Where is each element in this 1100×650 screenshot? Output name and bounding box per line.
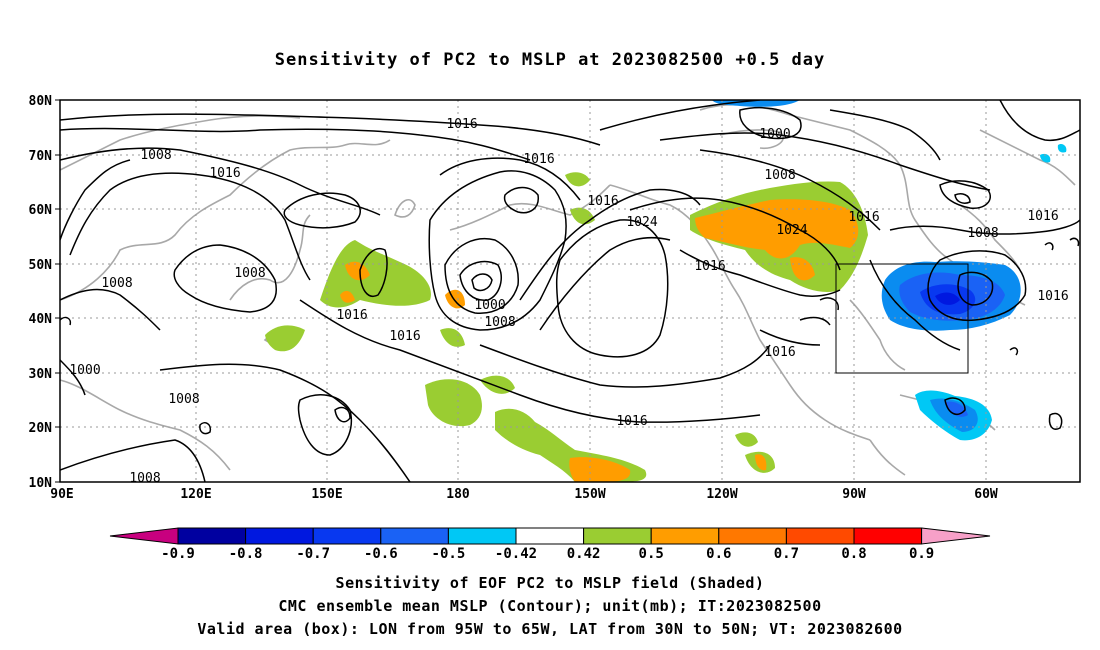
contour-label: 1008 [967,226,998,241]
longitude-labels: 90E 120E 150E 180 150W 120W 90W 60W [50,487,998,502]
lat-label: 40N [29,312,53,327]
colorbar-tick-label: -0.5 [432,546,466,562]
lon-label: 120W [706,487,737,502]
lon-label: 60W [974,487,998,502]
colorbar-tick-label: 0.9 [909,546,934,562]
graticule [60,100,1080,482]
contour-label: 1016 [1027,209,1058,224]
contour-label: 1024 [626,215,657,230]
lat-label: 70N [29,149,53,164]
contour-label: 1000 [759,127,790,142]
contour-label: 1008 [129,471,160,486]
lat-label: 20N [29,421,53,436]
caption-line-3: Valid area (box): LON from 95W to 65W, L… [197,620,903,638]
contour-label: 1008 [234,266,265,281]
lon-label: 90E [50,487,73,502]
map-plot-area: 1016 1008 1016 1008 1016 1008 1016 1016 … [60,100,1080,486]
colorbar-segment [650,527,720,545]
lat-label: 10N [29,476,53,491]
lat-label: 60N [29,203,53,218]
contour-label: 1016 [209,166,240,181]
contour-label: 1000 [69,363,100,378]
colorbar-tick-label: -0.7 [296,546,330,562]
valid-area-box [835,263,969,374]
colorbar-segment [515,527,585,545]
colorbar-segment [583,527,652,545]
contour-label: 1016 [764,345,795,360]
lon-label: 90W [842,487,866,502]
caption-line-2: CMC ensemble mean MSLP (Contour); unit(m… [278,597,822,615]
colorbar-low-arrow [109,527,179,545]
lat-label: 80N [29,94,53,109]
lat-label: 30N [29,367,53,382]
contour-label: 1016 [694,259,725,274]
colorbar-segment [785,527,855,545]
colorbar-tick-label: 0.6 [706,546,731,562]
colorbar-segment [853,527,923,545]
colorbar-ticks: -0.9 -0.8 -0.7 -0.6 -0.5 -0.42 0.42 0.5 … [161,546,934,562]
contour-label: 1016 [446,117,477,132]
contour-label: 1008 [764,168,795,183]
colorbar-tick-label: -0.42 [495,546,537,562]
colorbar-segment [245,527,314,545]
colorbar-tick-label: 0.5 [639,546,664,562]
axis-ticks [55,99,60,483]
colorbar-tick-label: 0.42 [567,546,601,562]
caption-line-1: Sensitivity of EOF PC2 to MSLP field (Sh… [335,574,765,592]
contour-label: 1008 [140,148,171,163]
page-title: Sensitivity of PC2 to MSLP at 2023082500… [274,50,826,70]
colorbar-segment [718,527,787,545]
mslp-contours [60,100,1080,482]
negative-sensitivity-shading [712,100,1067,441]
colorbar-segment [447,527,517,545]
contour-label: 1024 [776,223,807,238]
contour-label: 1016 [389,329,420,344]
lon-label: 180 [446,487,470,502]
colorbar-segment [380,527,449,545]
colorbar-tick-label: -0.9 [161,546,195,562]
contour-label: 1008 [168,392,199,407]
contour-label: 1016 [616,414,647,429]
contour-label: 1000 [474,298,505,313]
colorbar-tick-label: 0.8 [841,546,866,562]
latitude-labels: 80N 70N 60N 50N 40N 30N 20N 10N [29,94,53,491]
colorbar-high-arrow [921,527,991,545]
lat-label: 50N [29,258,53,273]
contour-labels: 1016 1008 1016 1008 1016 1008 1016 1016 … [69,117,1068,486]
contour-label: 1016 [336,308,367,323]
contour-label: 1008 [101,276,132,291]
contour-label: 1016 [848,210,879,225]
colorbar-segment [177,527,247,545]
contour-label: 1016 [523,152,554,167]
colorbar-tick-label: -0.6 [364,546,398,562]
lon-label: 120E [180,487,211,502]
colorbar-tick-label: -0.8 [229,546,263,562]
colorbar-segment [312,527,382,545]
map-frame [59,99,1081,483]
contour-label: 1008 [484,315,515,330]
lon-label: 150E [311,487,342,502]
colorbar-tick-label: 0.7 [774,546,799,562]
colorbar: -0.9 -0.8 -0.7 -0.6 -0.5 -0.42 0.42 0.5 … [109,527,991,562]
contour-label: 1016 [587,194,618,209]
contour-label: 1016 [1037,289,1068,304]
lon-label: 150W [574,487,605,502]
